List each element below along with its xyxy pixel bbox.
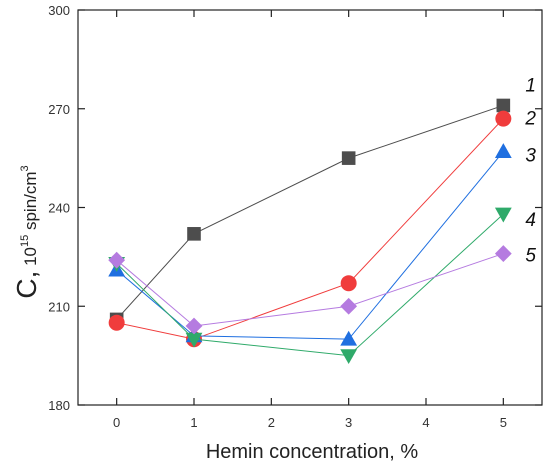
series-label-4: 4	[525, 210, 536, 231]
data-point-1-3	[496, 98, 511, 113]
data-point-1-2	[341, 151, 356, 165]
y-axis-title: C, 1015 spin/cm3	[11, 165, 42, 298]
series-label-1: 1	[525, 75, 536, 96]
x-tick-label: 1	[190, 415, 197, 430]
data-point-2-0	[108, 314, 125, 331]
data-point-3-3	[494, 143, 512, 158]
ticks: 180 210 240 270 300 0 1 2 3 4 5	[48, 3, 542, 430]
y-axis-title-unit: spin/cm	[21, 171, 40, 234]
data-point-5-0	[108, 251, 126, 269]
x-tick-label: 3	[345, 415, 352, 430]
series-group: 1 2 3 4 5	[108, 75, 536, 365]
y-axis-title-unit-exp: 3	[19, 165, 31, 171]
series-line-1	[116, 104, 504, 320]
data-point-5-2	[340, 297, 358, 315]
data-point-3-2	[340, 330, 358, 346]
data-point-5-1	[185, 317, 203, 335]
data-point-4-2	[340, 349, 358, 365]
data-point-4-1	[185, 332, 203, 348]
data-point-4-3	[494, 207, 512, 223]
x-tick-label: 4	[422, 415, 429, 430]
series-label-5: 5	[525, 246, 536, 267]
data-point-2-2	[340, 275, 357, 292]
y-axis-title-main: C,	[11, 271, 42, 299]
series-1: 1	[109, 75, 536, 327]
x-tick-label: 5	[500, 415, 507, 430]
data-point-2-3	[495, 110, 512, 127]
series-line-2	[116, 118, 504, 340]
y-axis-title-sub: 10	[21, 247, 40, 271]
data-point-1-1	[187, 227, 201, 241]
data-point-5-3	[494, 245, 512, 262]
series-label-3: 3	[525, 146, 536, 167]
y-tick-label: 210	[48, 299, 70, 314]
series-line-4	[116, 213, 504, 357]
y-tick-label: 300	[48, 3, 70, 18]
series-line-3	[116, 151, 504, 340]
y-tick-label: 240	[48, 201, 70, 216]
series-5: 5	[108, 245, 536, 335]
series-2: 2	[108, 109, 536, 348]
plot-frame	[77, 9, 543, 406]
y-tick-label: 180	[48, 398, 70, 413]
series-line-5	[116, 253, 504, 327]
axes	[77, 9, 543, 406]
y-axis-title-exp: 15	[19, 235, 31, 247]
series-3: 3	[108, 143, 536, 346]
x-tick-label: 2	[268, 415, 275, 430]
x-tick-label: 0	[113, 415, 120, 430]
x-axis-title: Hemin concentration, %	[206, 441, 419, 463]
y-tick-label: 270	[48, 102, 70, 117]
series-4: 4	[108, 207, 536, 365]
series-label-2: 2	[524, 109, 536, 130]
